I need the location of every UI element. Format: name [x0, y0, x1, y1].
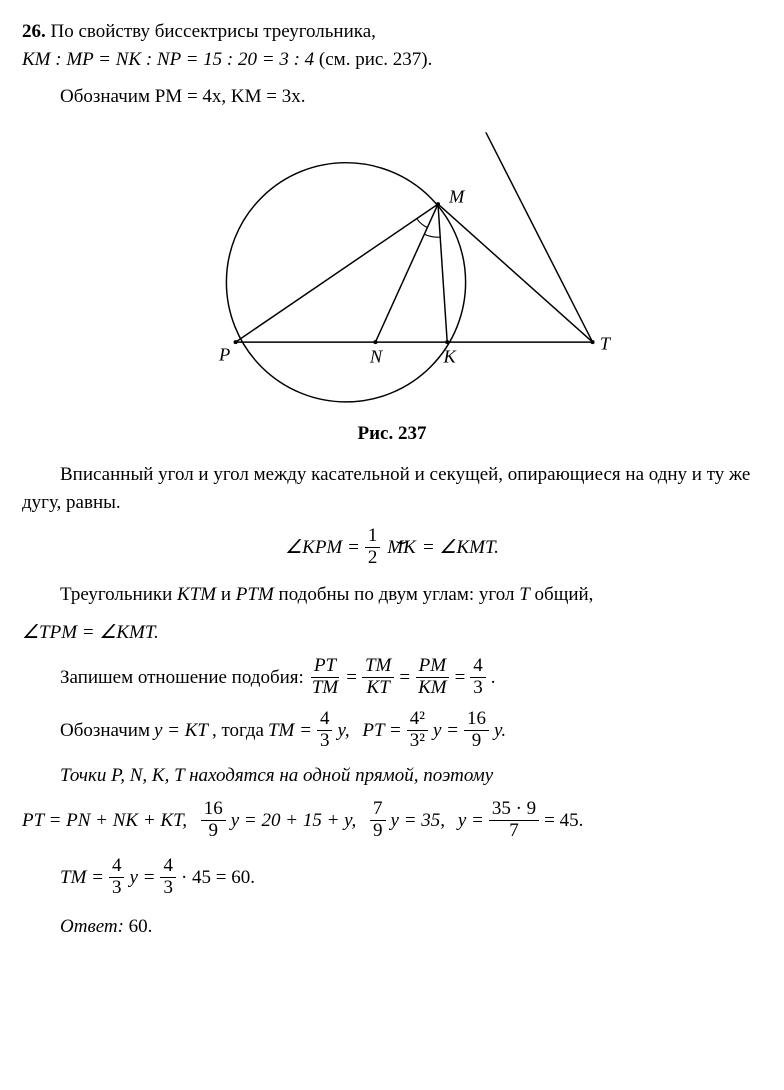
eq2-f4: 4 3 [470, 656, 486, 699]
p7g: y = [433, 717, 459, 745]
p1-text-a: По свойству биссектрисы треугольника, [51, 21, 376, 42]
eq2-f3: PM KM [415, 656, 450, 699]
figure-237: P N K T M [162, 121, 622, 416]
p7-f1d: 3 [317, 731, 333, 752]
p6-label: Запишем отношение подобия: [60, 664, 304, 692]
answer-label: Ответ: [60, 916, 124, 937]
p7d: TM = [268, 717, 312, 745]
eq3-f1d: 9 [206, 821, 222, 842]
eq2-f2: TM KT [362, 656, 394, 699]
p1-ref: (см. рис. 237). [319, 49, 432, 70]
problem-number: 26. [22, 21, 46, 42]
p7-f1: 4 3 [317, 709, 333, 752]
svg-text:N: N [369, 346, 384, 366]
eq3-f2n: 7 [370, 799, 386, 821]
answer-value: 60. [129, 916, 153, 937]
p4a: Треугольники [60, 584, 172, 605]
eq1-lhs: ∠KPM = [285, 534, 360, 562]
eq2-f2n: TM [362, 656, 394, 678]
eq2-f1n: PT [311, 656, 339, 678]
eq2-f2d: KT [364, 678, 393, 699]
eq1-den: 2 [365, 548, 381, 569]
figure-caption: Рис. 237 [22, 420, 762, 448]
eq3-f2d: 9 [370, 821, 386, 842]
eq2-f3n: PM [416, 656, 449, 678]
svg-text:T: T [600, 333, 612, 353]
p7h: y. [494, 717, 506, 745]
eq3-f3n: 35 · 9 [489, 799, 539, 821]
p7-f3d: 9 [469, 731, 485, 752]
answer-line: Ответ: 60. [22, 913, 762, 941]
eq3-f1: 16 9 [201, 799, 226, 842]
eq3a: PT = PN + NK + KT, [22, 807, 187, 835]
paragraph-5: ∠TPM = ∠KMT. [22, 619, 762, 647]
eq2-eq2: = [399, 664, 410, 692]
eq3c: y = 35, [391, 807, 446, 835]
p4d: PTM [236, 584, 274, 605]
p7-f2n: 4² [407, 709, 428, 731]
p7c: , тогда [212, 717, 264, 745]
p4f: T [519, 584, 530, 605]
eq2-f4n: 4 [470, 656, 486, 678]
svg-text:K: K [443, 346, 458, 366]
eq2-f1: PT TM [309, 656, 341, 699]
eq1-num: 1 [365, 526, 381, 548]
p7-f3n: 16 [464, 709, 489, 731]
p2-text: Обозначим PM = 4x, KM = 3x. [60, 86, 306, 107]
eq4-f1: 4 3 [109, 856, 125, 899]
eq3e: = 45. [544, 807, 583, 835]
eq3-f3: 35 · 9 7 [489, 799, 539, 842]
p4c: и [221, 584, 231, 605]
eq1-arc: ⌣ MK [385, 534, 418, 562]
eq4a: TM = [60, 864, 104, 892]
eq4-f2: 4 3 [160, 856, 176, 899]
equation-4: TM = 4 3 y = 4 3 · 45 = 60. [22, 856, 762, 899]
p7-f3: 16 9 [464, 709, 489, 752]
eq4-f1n: 4 [109, 856, 125, 878]
eq1-frac: 1 2 [365, 526, 381, 569]
p7-f2: 4² 3² [407, 709, 428, 752]
paragraph-8: Точки P, N, K, T находятся на одной прям… [22, 762, 762, 790]
p7-f1n: 4 [317, 709, 333, 731]
eq4-f1d: 3 [109, 878, 125, 899]
svg-text:P: P [218, 344, 230, 364]
paragraph-7: Обозначим y = KT , тогда TM = 4 3 y, PT … [22, 709, 762, 752]
eq3d: y = [458, 807, 484, 835]
eq2-f4d: 3 [470, 678, 486, 699]
eq3b: y = 20 + 15 + y, [231, 807, 357, 835]
eq4-f2d: 3 [160, 878, 176, 899]
svg-text:M: M [448, 186, 466, 206]
eq2-eq1: = [346, 664, 357, 692]
p7-f2d: 3² [407, 731, 428, 752]
p7e: y, [337, 717, 349, 745]
problem-statement-1: 26. По свойству биссектрисы треугольника… [22, 18, 762, 73]
eq1-rhs: = ∠KMT. [422, 534, 499, 562]
eq3-f2: 7 9 [370, 799, 386, 842]
eq4c: · 45 = 60. [181, 864, 255, 892]
eq3-f1n: 16 [201, 799, 226, 821]
p7b: y = KT [154, 717, 208, 745]
p4b: KTM [177, 584, 216, 605]
p4e: подобны по двум углам: угол [279, 584, 515, 605]
p7f: PT = [362, 717, 401, 745]
equation-1: ∠KPM = 1 2 ⌣ MK = ∠KMT. [22, 526, 762, 569]
eq2-f3d: KM [415, 678, 450, 699]
eq2-eq3: = [455, 664, 466, 692]
p5-text: ∠TPM = ∠KMT. [22, 622, 159, 643]
paragraph-2: Обозначим PM = 4x, KM = 3x. [22, 83, 762, 111]
eq4-f2n: 4 [160, 856, 176, 878]
p7a: Обозначим [60, 717, 150, 745]
equation-2-line: Запишем отношение подобия: PT TM = TM KT… [22, 656, 762, 699]
eq3-f3d: 7 [506, 821, 522, 842]
eq4b: y = [129, 864, 155, 892]
paragraph-4: Треугольники KTM и PTM подобны по двум у… [22, 581, 762, 609]
p4g: общий, [535, 584, 594, 605]
eq2-f1d: TM [309, 678, 341, 699]
eq2-dot: . [491, 664, 496, 692]
p1-math: KM : MP = NK : NP = 15 : 20 = 3 : 4 [22, 49, 314, 70]
equation-3: PT = PN + NK + KT, 16 9 y = 20 + 15 + y,… [22, 799, 762, 842]
paragraph-3: Вписанный угол и угол между касательной … [22, 461, 762, 516]
p8-text: Точки P, N, K, T находятся на одной прям… [60, 765, 493, 786]
